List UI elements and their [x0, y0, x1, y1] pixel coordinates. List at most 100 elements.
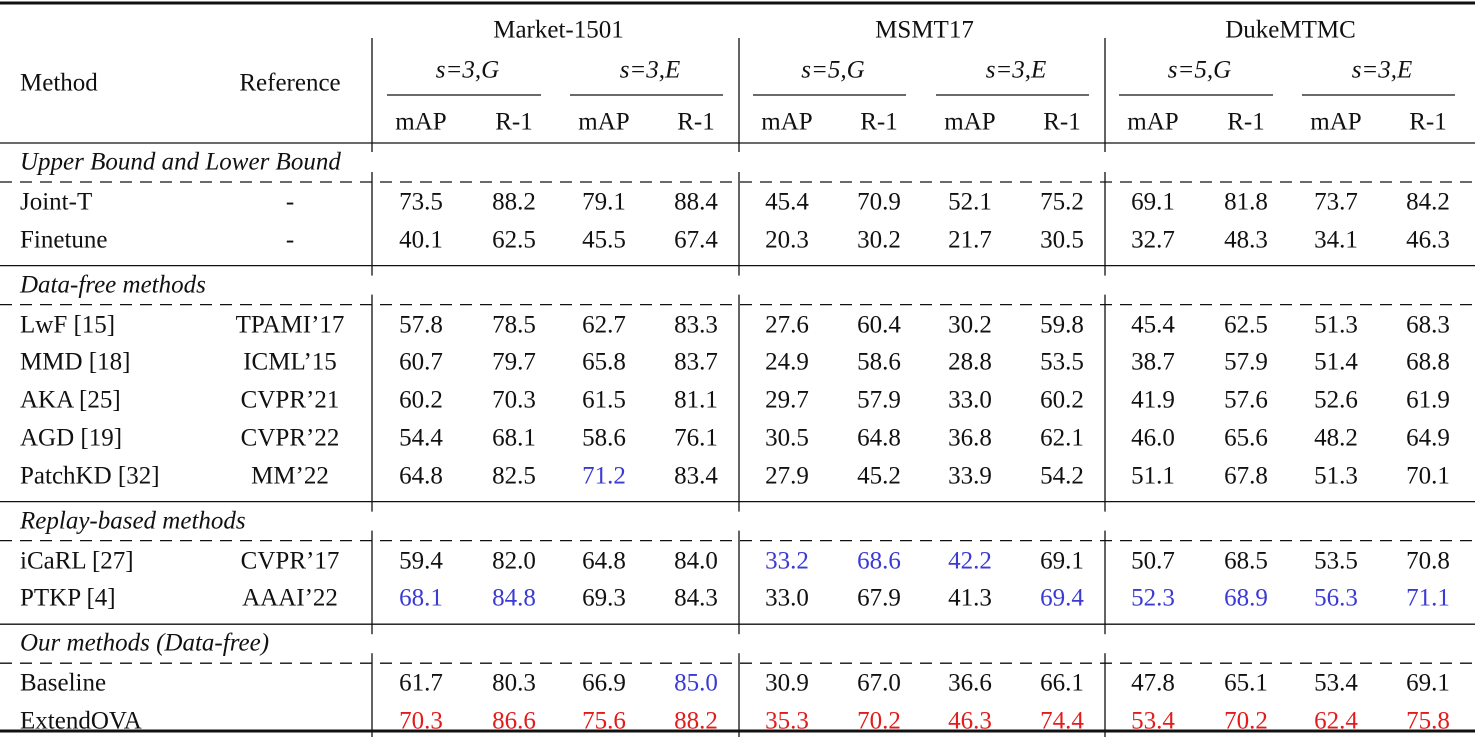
value-cell: 70.2	[857, 707, 901, 735]
value-cell: 53.4	[1131, 707, 1175, 735]
value-cell: 33.0	[765, 584, 809, 612]
value-cell: 68.8	[1406, 348, 1450, 376]
value-cell: 42.2	[948, 547, 992, 574]
value-cell: 64.8	[399, 462, 443, 490]
dataset-header: DukeMTMC	[1225, 16, 1356, 44]
value-cell: 68.5	[1224, 547, 1268, 574]
method-name: AGD [19]	[20, 424, 123, 452]
metric-header: mAP	[944, 108, 996, 136]
value-cell: 79.1	[582, 188, 626, 216]
metric-header: R-1	[495, 108, 533, 136]
value-cell: 65.1	[1224, 669, 1268, 697]
value-cell: 80.3	[492, 669, 536, 697]
value-cell: 46.0	[1131, 424, 1175, 452]
value-cell: 70.2	[1224, 707, 1268, 735]
value-cell: 84.3	[674, 584, 718, 612]
metric-header: R-1	[677, 108, 715, 136]
value-cell: 30.5	[1040, 226, 1084, 254]
value-cell: 20.3	[765, 226, 809, 254]
value-cell: 35.3	[765, 707, 809, 735]
value-cell: 84.0	[674, 547, 718, 574]
value-cell: 75.2	[1040, 188, 1084, 216]
value-cell: 83.7	[674, 348, 718, 376]
setting-header: s=5,G	[1167, 56, 1232, 84]
value-cell: 45.4	[1131, 311, 1175, 338]
value-cell: 53.5	[1040, 348, 1084, 376]
value-cell: 83.4	[674, 462, 718, 490]
method-name: Finetune	[20, 226, 108, 254]
method-name: ExtendOVA	[20, 707, 142, 735]
value-cell: 70.9	[857, 188, 901, 216]
value-cell: 57.8	[399, 311, 443, 338]
value-cell: 67.4	[674, 226, 718, 254]
value-cell: 62.4	[1314, 707, 1358, 735]
value-cell: 45.4	[765, 188, 809, 216]
method-name: PatchKD [32]	[20, 462, 160, 490]
value-cell: 69.1	[1040, 547, 1084, 574]
value-cell: 67.9	[857, 584, 901, 612]
value-cell: 56.3	[1314, 584, 1358, 612]
value-cell: 40.1	[399, 226, 443, 254]
value-cell: 41.9	[1131, 386, 1175, 414]
value-cell: 67.8	[1224, 462, 1268, 490]
value-cell: 69.4	[1040, 584, 1084, 612]
value-cell: 33.2	[765, 547, 809, 574]
method-name: Joint-T	[20, 188, 93, 216]
value-cell: 64.8	[582, 547, 626, 574]
method-name: iCaRL [27]	[20, 547, 134, 574]
method-name: MMD [18]	[20, 348, 131, 376]
section-title: Data-free methods	[20, 271, 206, 299]
value-cell: 47.8	[1131, 669, 1175, 697]
reference: ICML’15	[243, 348, 337, 376]
value-cell: 30.9	[765, 669, 809, 697]
value-cell: 60.4	[857, 311, 901, 338]
value-cell: 67.0	[857, 669, 901, 697]
value-cell: 69.1	[1131, 188, 1175, 216]
value-cell: 66.9	[582, 669, 626, 697]
reference: CVPR’22	[240, 424, 340, 452]
metric-header: R-1	[860, 108, 898, 136]
value-cell: 60.7	[399, 348, 443, 376]
value-cell: 54.4	[399, 424, 443, 452]
value-cell: 82.5	[492, 462, 536, 490]
setting-header: s=3,E	[1351, 56, 1413, 84]
value-cell: 65.6	[1224, 424, 1268, 452]
value-cell: 27.6	[765, 311, 809, 338]
metric-header: R-1	[1227, 108, 1265, 136]
metric-header: mAP	[1310, 108, 1362, 136]
reference: TPAMI’17	[235, 311, 345, 338]
value-cell: 84.8	[492, 584, 536, 612]
value-cell: 57.6	[1224, 386, 1268, 414]
metric-header: mAP	[395, 108, 447, 136]
value-cell: 21.7	[948, 226, 992, 254]
value-cell: 68.1	[492, 424, 536, 452]
value-cell: 86.6	[492, 707, 536, 735]
value-cell: 61.7	[399, 669, 443, 697]
method-name: PTKP [4]	[20, 584, 116, 612]
method-name: AKA [25]	[20, 386, 121, 414]
reference: AAAI’22	[242, 584, 338, 612]
value-cell: 29.7	[765, 386, 809, 414]
value-cell: 68.9	[1224, 584, 1268, 612]
dataset-header: MSMT17	[875, 16, 974, 44]
value-cell: 82.0	[492, 547, 536, 574]
value-cell: 76.1	[674, 424, 718, 452]
value-cell: 30.2	[948, 311, 992, 338]
value-cell: 70.1	[1406, 462, 1450, 490]
value-cell: 57.9	[857, 386, 901, 414]
setting-header: s=3,E	[985, 56, 1047, 84]
value-cell: 70.3	[492, 386, 536, 414]
value-cell: 41.3	[948, 584, 992, 612]
value-cell: 51.4	[1314, 348, 1358, 376]
value-cell: 65.8	[582, 348, 626, 376]
metric-header: mAP	[1127, 108, 1179, 136]
value-cell: 66.1	[1040, 669, 1084, 697]
value-cell: 61.9	[1406, 386, 1450, 414]
value-cell: 70.3	[399, 707, 443, 735]
value-cell: 70.8	[1406, 547, 1450, 574]
value-cell: 62.5	[1224, 311, 1268, 338]
value-cell: 85.0	[674, 669, 718, 697]
value-cell: 68.3	[1406, 311, 1450, 338]
